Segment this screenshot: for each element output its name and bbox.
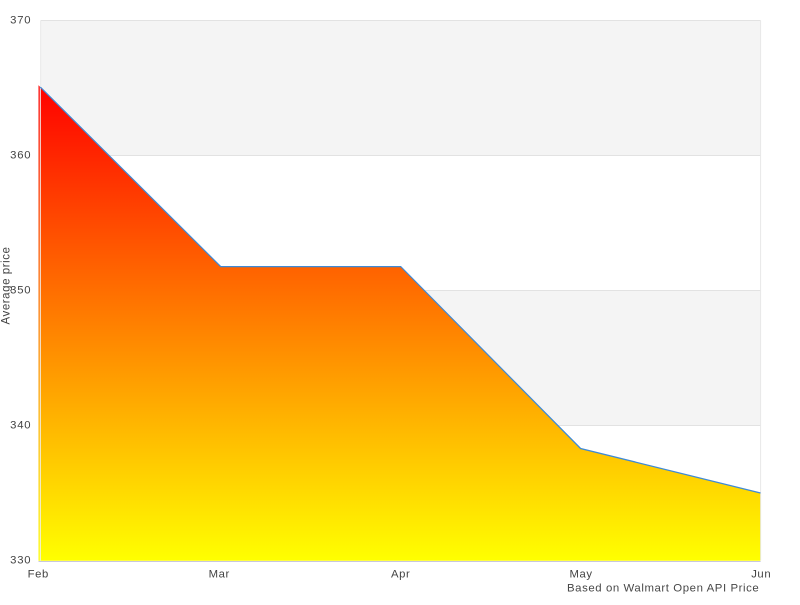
svg-text:Apr: Apr (391, 569, 410, 581)
svg-text:Feb: Feb (28, 569, 49, 581)
svg-text:Based on Walmart Open API Pric: Based on Walmart Open API Price (567, 583, 759, 595)
svg-text:Average price: Average price (1, 247, 13, 325)
svg-text:330: 330 (10, 555, 31, 567)
svg-text:Jun: Jun (751, 569, 771, 581)
svg-text:360: 360 (10, 150, 31, 162)
svg-text:370: 370 (10, 15, 31, 27)
svg-text:May: May (570, 569, 593, 581)
svg-text:350: 350 (10, 285, 31, 297)
svg-text:340: 340 (10, 420, 31, 432)
svg-text:Mar: Mar (209, 569, 230, 581)
